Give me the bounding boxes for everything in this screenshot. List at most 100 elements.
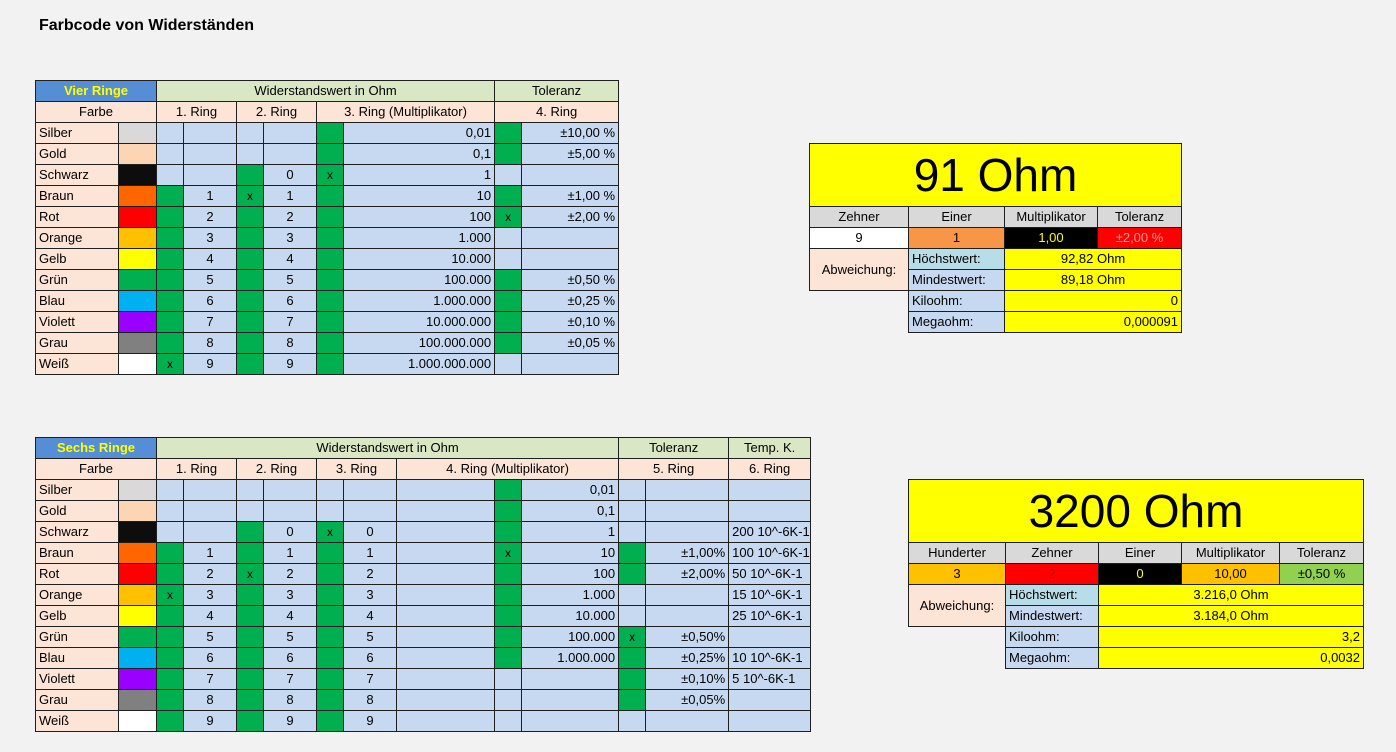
- ring3-marker: [316, 626, 344, 648]
- ring5-marker: [618, 647, 647, 669]
- kiloohm-label: Kiloohm:: [1005, 626, 1099, 648]
- ring3-digit: 3: [343, 584, 397, 606]
- resistance-value: 3200 Ohm: [908, 479, 1364, 543]
- ring3-marker: [316, 185, 344, 207]
- header-zehner: Zehner: [1005, 542, 1099, 564]
- temp-coefficient: [728, 479, 812, 501]
- ring2-marker: [236, 353, 264, 375]
- ring1-digit: 6: [183, 290, 237, 312]
- ring2-digit: 7: [263, 311, 317, 333]
- tolerance-value: [521, 353, 620, 375]
- ring2-digit: 6: [263, 647, 317, 669]
- ring2-digit: 0: [263, 164, 317, 186]
- table-row: Violett 7 7 10.000.000 ±0,10 %: [35, 311, 620, 333]
- ring3-header: 3. Ring (Multiplikator): [315, 101, 496, 123]
- color-swatch: [118, 332, 157, 354]
- temp-coefficient: 100 10^-6K-1: [728, 542, 812, 564]
- ring1-marker: [156, 500, 184, 522]
- spacer-cell: [396, 521, 495, 543]
- color-name: Grau: [35, 689, 119, 711]
- hoechstwert-label: Höchstwert:: [1005, 584, 1099, 606]
- color-name: Gelb: [35, 605, 119, 627]
- tolerance-value: [645, 710, 730, 732]
- ring1-marker: [156, 542, 184, 564]
- ring4-marker: [494, 626, 522, 648]
- multiplier-value: 1: [342, 164, 496, 186]
- color-name: Grau: [35, 332, 119, 354]
- ring1-marker: [156, 269, 184, 291]
- tolerance-value: ±0,05%: [645, 689, 730, 711]
- ring2-digit: [263, 143, 317, 165]
- ring2-marker: x: [236, 563, 264, 585]
- color-swatch: [118, 269, 157, 291]
- multiplier-value: 1.000.000.000: [342, 353, 496, 375]
- header-einer: Einer: [908, 206, 1005, 228]
- ring3-marker: [316, 542, 344, 564]
- ring1-digit: 2: [183, 563, 237, 585]
- ring4-marker: [494, 311, 523, 333]
- kiloohm-value: 0: [1003, 290, 1183, 312]
- spacer-cell: [396, 479, 495, 501]
- table-row: Grau 8 8 100.000.000 ±0,05 %: [35, 332, 620, 354]
- table-row: Braun 1 1 1 x 10 ±1,00% 100 10^-6K-1: [35, 542, 812, 564]
- ring1-marker: [156, 689, 184, 711]
- tolerance-value: [645, 521, 730, 543]
- ring1-marker: [156, 710, 184, 732]
- table-row: Grün 5 5 5 100.000 x ±0,50%: [35, 626, 812, 648]
- color-name: Violett: [35, 311, 119, 333]
- temp-header: Temp. K.: [728, 437, 812, 459]
- ring2-marker: [236, 269, 264, 291]
- color-name: Rot: [35, 206, 119, 228]
- multiplier-value: [520, 668, 620, 690]
- tolerance-value: [645, 500, 730, 522]
- ring2-marker: [236, 143, 264, 165]
- ring4-marker: [494, 710, 522, 732]
- ring2-digit: 4: [263, 248, 317, 270]
- tolerance-value: [645, 479, 730, 501]
- multiplier-value: 100.000.000: [342, 332, 496, 354]
- ring2-marker: [236, 311, 264, 333]
- color-name: Braun: [35, 185, 119, 207]
- ring3-digit: [343, 500, 397, 522]
- ring1-digit: 2: [183, 206, 237, 228]
- multiplier-value: 100.000: [342, 269, 496, 291]
- ring3-digit: 6: [343, 647, 397, 669]
- color-name: Violett: [35, 668, 119, 690]
- resistance-value: 91 Ohm: [808, 143, 1183, 207]
- hoechstwert-label: Höchstwert:: [908, 248, 1005, 270]
- table-row: Violett 7 7 7 ±0,10% 5 10^-6K-1: [35, 668, 812, 690]
- color-name: Weiß: [35, 710, 119, 732]
- ring2-digit: 0: [263, 521, 317, 543]
- tolerance-value: ±2,00 %: [521, 206, 620, 228]
- multiplier-value: 100: [342, 206, 496, 228]
- table-row: Braun 1 x 1 10 ±1,00 %: [35, 185, 620, 207]
- ring1-marker: [156, 626, 184, 648]
- ring1-marker: [156, 164, 184, 186]
- temp-coefficient: 5 10^-6K-1: [728, 668, 812, 690]
- mindestwert-label: Mindestwert:: [908, 269, 1005, 291]
- ring2-marker: [236, 500, 264, 522]
- ring2-digit: 1: [263, 185, 317, 207]
- ring4-marker: [494, 563, 522, 585]
- header-zehner: Zehner: [809, 206, 909, 228]
- ring3-marker: [316, 143, 344, 165]
- color-name: Schwarz: [35, 521, 119, 543]
- ring3-digit: 5: [343, 626, 397, 648]
- ring4-marker: [494, 353, 523, 375]
- ring1-marker: x: [156, 584, 184, 606]
- spacer-cell: [396, 668, 495, 690]
- ring1-digit: 1: [183, 542, 237, 564]
- ring3-marker: [316, 248, 344, 270]
- page-title: Farbcode von Widerständen: [39, 17, 254, 34]
- ring2-digit: 1: [263, 542, 317, 564]
- spacer-cell: [396, 563, 495, 585]
- color-swatch: [118, 668, 157, 690]
- ring2-digit: 8: [263, 332, 317, 354]
- ring2-marker: [236, 710, 264, 732]
- ring2-marker: [236, 668, 264, 690]
- ring3-marker: x: [316, 521, 344, 543]
- temp-coefficient: [728, 689, 812, 711]
- ring2-digit: [263, 479, 317, 501]
- ring4-header: 4. Ring: [494, 101, 620, 123]
- ring1-marker: [156, 248, 184, 270]
